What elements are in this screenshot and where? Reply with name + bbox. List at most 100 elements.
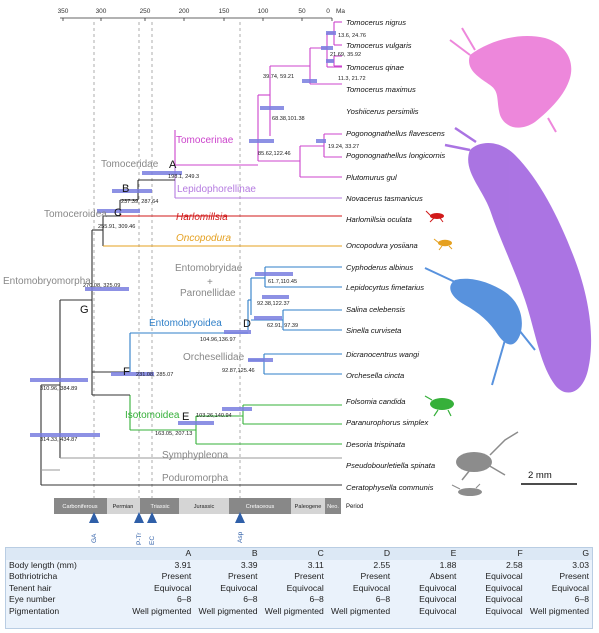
node-age-label: 62.91, 97.39: [267, 323, 298, 329]
table-cell: Equivocal: [551, 582, 589, 593]
node-age-label: 270.08, 325.09: [83, 283, 120, 289]
period-bar: Carboniferous Permian Triassic Jurassic …: [54, 498, 363, 514]
event-label-asp: Asp: [237, 531, 244, 543]
table-header-row: A B C D E F G: [6, 548, 592, 560]
orange-specimen-icon: [433, 238, 453, 251]
node-letter-a: A: [169, 159, 177, 171]
event-markers: GA P-Tr EC Asp: [89, 512, 245, 545]
taxon-label: Yoshiicerus persimilis: [346, 107, 419, 116]
period-label: Jurassic: [194, 504, 215, 510]
table-cell: Equivocal: [154, 582, 192, 593]
node-letter-f: F: [123, 366, 130, 378]
table-cell: Well pigmented: [331, 605, 391, 616]
table-header-cell: C: [317, 548, 324, 558]
taxon-label: Tomocerus maximus: [346, 85, 416, 94]
event-triangle: [235, 512, 245, 523]
axis-tick-label: 150: [219, 8, 230, 15]
purple-specimen-illustration: [444, 126, 592, 393]
period-cretaceous: [229, 498, 291, 514]
table-cell: Equivocal: [485, 582, 523, 593]
table-cell: 6–8: [309, 594, 324, 605]
table-cell: Present: [360, 571, 391, 582]
node-letter-c: C: [114, 207, 122, 219]
taxon-label: Paranurophorus simplex: [346, 418, 430, 427]
clade-labels: Tomocerinae Lepidophorellinae Tomocerida…: [3, 135, 256, 484]
table-cell: 2.55: [373, 559, 391, 570]
clade-plus: +: [207, 277, 213, 288]
clade-lepidophorellinae: Lepidophorellinae: [177, 184, 256, 195]
period-paleogene: [291, 498, 325, 514]
clade-entomobryoidea: Entomobryoidea: [149, 318, 222, 329]
node-age-label: 92.38,122.37: [257, 301, 290, 307]
node-age-labels: 13.6, 24.76 21.69, 35.92 11.3, 21.72 39.…: [40, 33, 366, 443]
taxon-label: Novacerus tasmanicus: [346, 194, 423, 203]
node-age-label: 255.91, 309.46: [98, 224, 135, 230]
clade-entomobryomorpha: Entomobryomorpha: [3, 276, 91, 287]
table-header-cell: B: [251, 548, 258, 558]
table-cell: Equivocal: [419, 605, 457, 616]
clade-poduromorpha: Poduromorpha: [162, 473, 229, 484]
event-triangle: [134, 512, 144, 523]
node-age-bars: [30, 31, 336, 437]
node-letter-b: B: [122, 183, 129, 195]
scale-bar: 2 mm: [521, 470, 577, 485]
taxon-label: Lepidocyrtus fimetarius: [346, 283, 424, 292]
node-age-label: 85.62,122.46: [258, 151, 291, 157]
axis-tick-label: 50: [298, 8, 306, 15]
table-cell: Well pigmented: [529, 605, 589, 616]
table-cell: Well pigmented: [198, 605, 258, 616]
node-age-label: 198.1, 249.3: [168, 174, 199, 180]
taxon-labels: Tomocerus nigrus Tomocerus vulgaris Tomo…: [346, 18, 445, 492]
table-cell: Equivocal: [485, 605, 523, 616]
timetree-figure: 350 300 250 200 150 100 50 0 Ma: [3, 8, 592, 545]
node-age-label: 21.69, 35.92: [330, 52, 361, 58]
event-label-ga: GA: [91, 533, 98, 543]
period-neogene: [325, 498, 341, 514]
period-label: Permian: [113, 504, 134, 510]
taxon-label: Ceratophysella communis: [346, 483, 434, 492]
scale-bar-label: 2 mm: [528, 470, 552, 481]
table-cell: Equivocal: [220, 582, 258, 593]
table-header-cell: G: [582, 548, 589, 558]
clade-tomoceridae: Tomoceridae: [101, 159, 159, 170]
taxon-label: Dicranocentrus wangi: [346, 350, 419, 359]
table-cell: 1.88: [439, 559, 457, 570]
node-age-label: 11.3, 21.72: [338, 76, 366, 82]
node-age-label: 314.33, 434.87: [40, 437, 77, 443]
table-row: Bothriotricha Present Present Present Pr…: [6, 571, 592, 583]
node-letter-d: D: [243, 318, 251, 330]
table-header-cell: D: [383, 548, 391, 558]
node-letters: A B C D E F G: [80, 159, 251, 423]
table-cell: Eye number: [9, 594, 56, 605]
time-axis: 350 300 250 200 150 100 50 0 Ma: [58, 8, 345, 21]
table-cell: 3.91: [174, 559, 192, 570]
node-age-label: 310.96, 384.89: [40, 386, 77, 392]
axis-tick-label: 200: [179, 8, 190, 15]
node-age-label: 13.6, 24.76: [338, 33, 366, 39]
event-triangle: [147, 512, 157, 523]
period-label: Neo.: [327, 504, 339, 510]
taxon-label: Pogonognathellus flavescens: [346, 129, 445, 138]
taxon-label: Cyphoderus albinus: [346, 263, 413, 272]
node-age-label: 231.08, 285.07: [136, 372, 173, 378]
node-age-label: 39.74, 59.21: [263, 74, 294, 80]
table-cell: Present: [161, 571, 192, 582]
node-age-label: 68.38,101.38: [272, 116, 305, 122]
table-cell: Body length (mm): [9, 559, 77, 570]
axis-unit: Ma: [336, 8, 345, 15]
table-header-cell: [6, 548, 128, 560]
ancestral-traits-table: A B C D E F G Body length (mm) 3.91 3.39…: [5, 547, 593, 629]
axis-tick-label: 250: [140, 8, 151, 15]
table-cell: Equivocal: [419, 594, 457, 605]
table-cell: Equivocal: [352, 582, 391, 593]
table-row: Pigmentation Well pigmented Well pigment…: [6, 606, 592, 618]
clade-entomobryidae: Entomobryidae: [175, 263, 243, 274]
clade-oncopodura: Oncopodura: [176, 233, 231, 244]
period-carboniferous: [54, 498, 107, 514]
table-cell: Equivocal: [286, 582, 324, 593]
clade-tomoceroidea: Tomoceroidea: [44, 209, 107, 220]
pink-tomocerus-illustration: [449, 27, 572, 133]
table-header-cell: A: [185, 548, 192, 558]
tree-branches: [40, 21, 342, 486]
table-cell: Present: [227, 571, 258, 582]
